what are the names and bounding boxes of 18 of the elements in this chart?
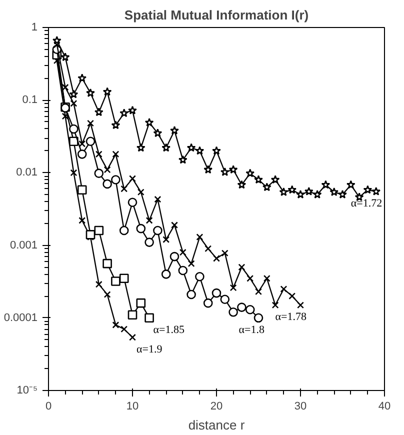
series-label: α=1.78 [275, 311, 307, 324]
series-label: α=1.72 [350, 198, 382, 210]
x-tick-label: 20 [210, 400, 223, 412]
y-tick-label: 1 [31, 22, 38, 34]
series-label: α=1.9 [136, 343, 163, 356]
series-label: α=1.8 [238, 324, 265, 336]
chart-title: Spatial Mutual Information I(r) [124, 8, 309, 22]
x-tick-label: 30 [294, 400, 307, 412]
series-label: α=1.85 [153, 324, 186, 336]
y-tick-label: 0.0001 [4, 312, 38, 324]
x-tick-label: 40 [378, 400, 391, 412]
y-tick-label: 0.01 [16, 166, 38, 179]
x-tick-label: 0 [45, 400, 52, 412]
y-tick-label: 0.1 [22, 94, 38, 106]
x-axis-title: distance r [188, 418, 246, 432]
y-tick-label: 10⁻⁵ [16, 384, 38, 396]
x-tick-label: 10 [126, 400, 139, 412]
y-tick-label: 0.001 [10, 239, 38, 252]
